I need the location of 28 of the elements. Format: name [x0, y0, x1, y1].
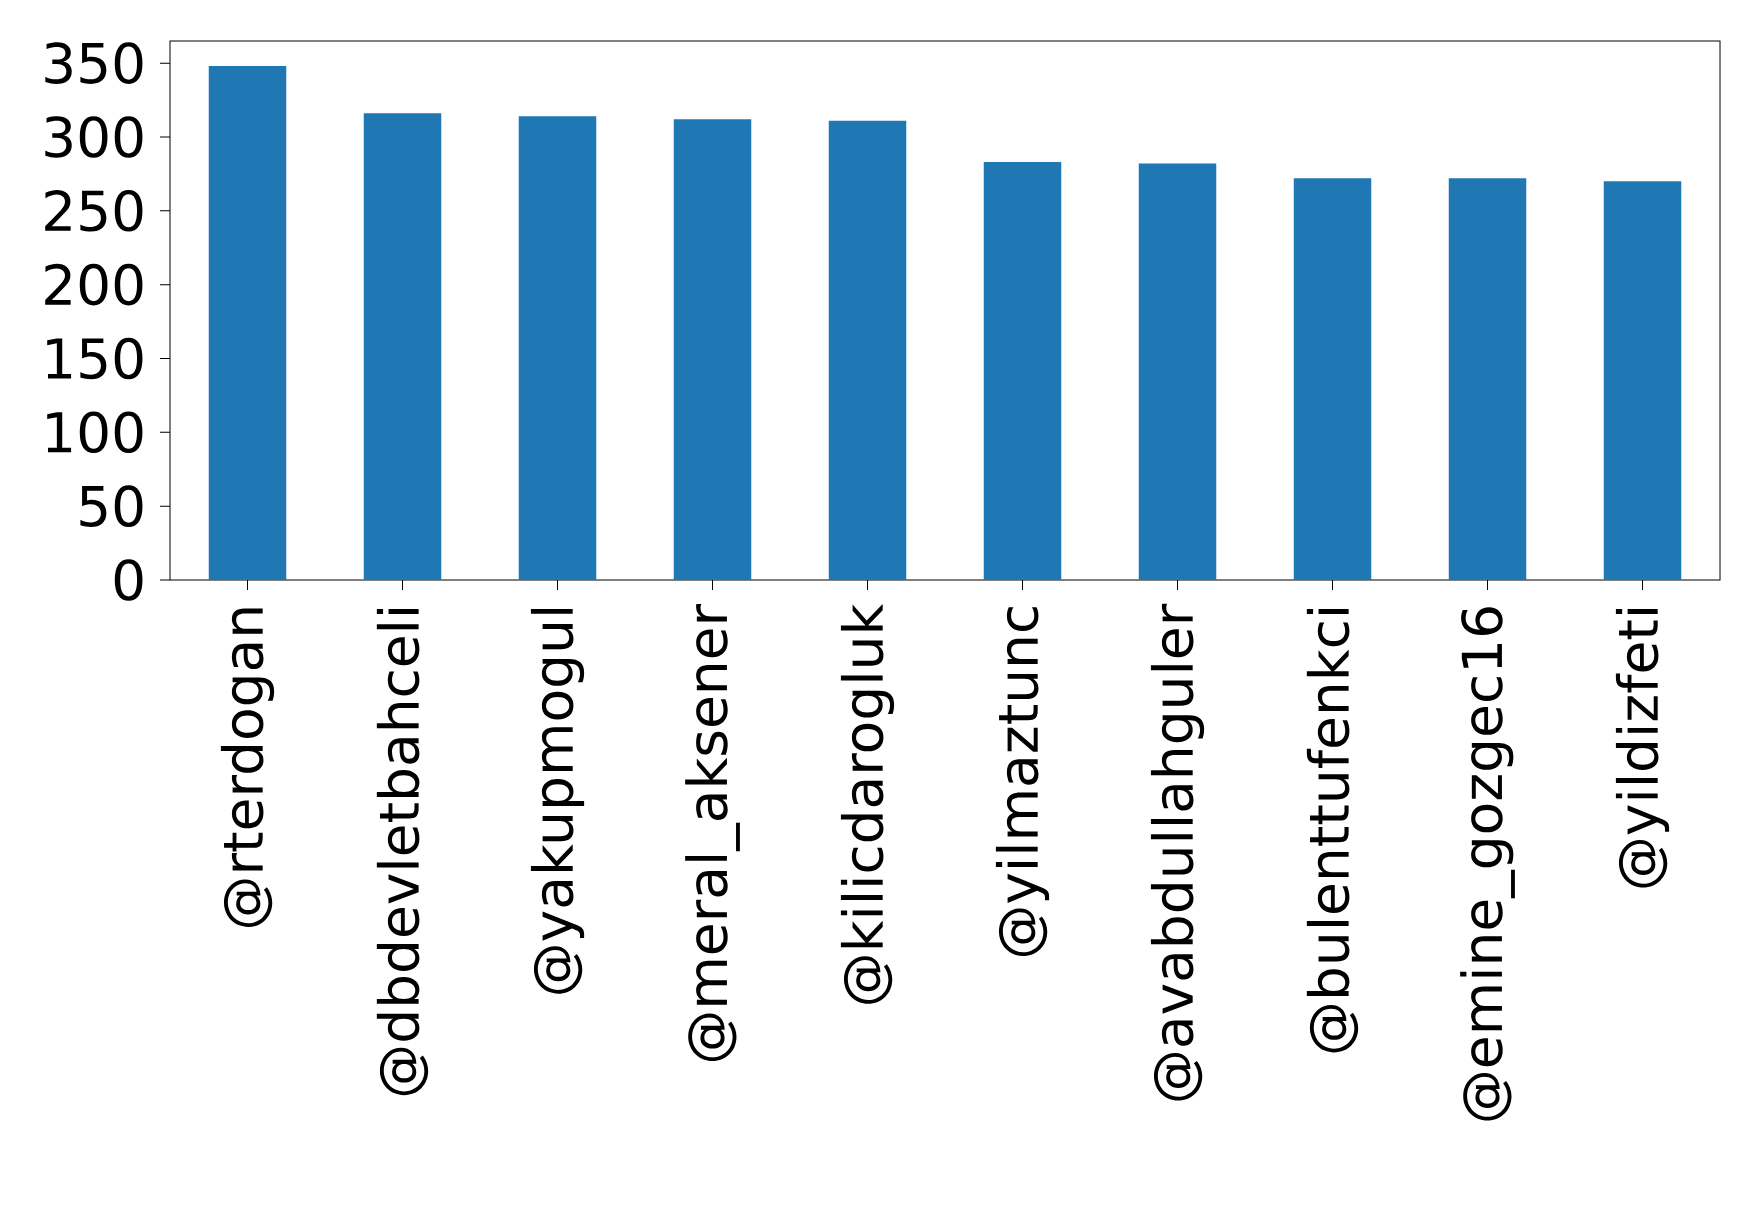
y-tick-label: 50: [80, 485, 143, 527]
x-tick-label: @yakupmogul: [530, 608, 585, 994]
bar: [363, 113, 442, 580]
bar: [208, 66, 287, 580]
x-tick-label: @avabdullahguler: [1150, 603, 1205, 1101]
x-tick-label: @emine_gozgec16: [1460, 607, 1515, 1121]
x-tick-label: @kilicdarogluk: [840, 603, 895, 1004]
x-tick-label: @dbdevletbahceli: [376, 608, 429, 1096]
y-tick-label: 350: [45, 42, 143, 84]
y-tick-label: 150: [47, 337, 143, 380]
x-tick-label: @meral_aksener: [685, 603, 740, 1062]
y-tick-label: 300: [45, 116, 143, 158]
y-tick-label: 250: [45, 190, 143, 232]
bar: [1293, 178, 1372, 580]
x-tick-label: @rterdogan: [220, 608, 275, 927]
bar: [1448, 178, 1527, 580]
y-tick-label: 100: [47, 411, 143, 454]
y-tick-label: 0: [114, 559, 143, 601]
bar: [518, 116, 597, 580]
bar: [983, 162, 1062, 580]
bar: [1138, 163, 1217, 580]
bar: [1603, 181, 1682, 580]
x-tick-label: @yildizfeti: [1615, 608, 1670, 888]
bar: [828, 120, 907, 580]
y-tick-label: 200: [45, 263, 143, 306]
x-tick-label: @yilmaztunc: [995, 607, 1050, 957]
x-tick-label: @bulenttufenkci: [1306, 608, 1359, 1053]
bar: [673, 119, 752, 580]
